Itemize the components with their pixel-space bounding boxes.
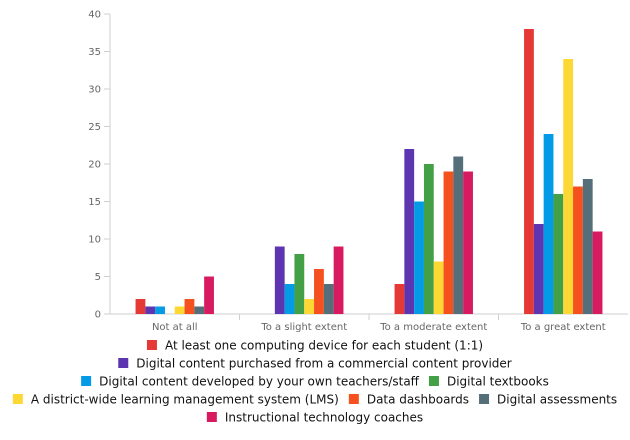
y-tick-label: 35 <box>88 47 101 58</box>
x-ticks: Not at all To a slight extent To a moderat… <box>152 314 606 333</box>
legend-swatch <box>81 376 92 386</box>
bar: Digital assessments — To a slight extent… <box>323 284 334 314</box>
legend-label: Data dashboards <box>367 393 469 407</box>
legend-label: A district-wide learning management syst… <box>31 393 339 407</box>
y-tick-label: 15 <box>88 197 101 208</box>
bars: At least one computing device for each s… <box>135 29 603 314</box>
x-tick-label: To a slight extent <box>260 322 347 333</box>
legend-label: Digital content purchased from a commerc… <box>136 357 512 371</box>
bar: Data dashboards — To a moderate extent: … <box>443 171 454 314</box>
y-ticks: 0 5 10 15 20 25 30 35 40 <box>88 10 110 321</box>
legend-swatch <box>206 412 217 422</box>
legend-item[interactable]: At least one computing device for each s… <box>146 339 483 353</box>
bar: A district-wide learning management syst… <box>174 306 185 314</box>
bar: Instructional technology coaches — To a … <box>463 171 473 314</box>
legend-item[interactable]: Digital textbooks <box>428 375 549 389</box>
y-tick-label: 25 <box>88 122 101 133</box>
bar: Instructional technology coaches — To a … <box>333 246 344 314</box>
bar: Digital content purchased from a commerc… <box>533 224 544 314</box>
legend-item[interactable]: Digital assessments <box>479 393 617 407</box>
bar: At least one computing device for each s… <box>394 284 405 314</box>
legend-label: Digital content developed by your own te… <box>99 375 420 389</box>
bar: Digital textbooks — To a moderate extent… <box>423 164 434 314</box>
y-tick-label: 40 <box>88 10 101 21</box>
legend-item[interactable]: Digital content purchased from a commerc… <box>118 357 512 371</box>
legend-swatch <box>146 340 157 350</box>
bar: Digital assessments — To a moderate exte… <box>453 156 464 314</box>
bar: Data dashboards — To a slight extent: 6 <box>314 269 324 314</box>
bar: Instructional technology coaches — Not a… <box>204 276 214 314</box>
bar: Data dashboards — To a great extent: 17 <box>573 186 583 314</box>
bar: Digital assessments — To a great extent:… <box>582 179 593 314</box>
legend-item[interactable]: Digital content developed by your own te… <box>81 375 420 389</box>
bar: Digital assessments — Not at all: 1 <box>194 306 205 314</box>
y-tick-label: 10 <box>88 235 101 246</box>
legend-item[interactable]: Instructional technology coaches <box>206 411 423 425</box>
legend-swatch <box>12 394 23 404</box>
bar: Digital textbooks — To a slight extent: … <box>294 254 305 314</box>
bar: Digital content developed by your own te… <box>284 284 295 314</box>
legend: At least one computing device for each s… <box>12 339 617 425</box>
bar: A district-wide learning management syst… <box>433 261 444 314</box>
legend-label: Digital assessments <box>497 393 617 407</box>
bar: Data dashboards — Not at all: 2 <box>184 299 195 314</box>
bar: Digital content developed by your own te… <box>155 306 165 314</box>
legend-swatch <box>479 394 490 404</box>
y-tick-label: 0 <box>95 310 101 321</box>
bar: A district-wide learning management syst… <box>563 59 574 314</box>
legend-label: Instructional technology coaches <box>225 411 423 425</box>
bar: Instructional technology coaches — To a … <box>592 231 603 314</box>
bar: Digital content developed by your own te… <box>543 134 554 314</box>
x-tick-label: To a great extent <box>520 322 606 333</box>
legend-label: At least one computing device for each s… <box>165 339 483 353</box>
bar: Digital content purchased from a commerc… <box>145 306 156 314</box>
legend-swatch <box>118 358 129 368</box>
bar: At least one computing device for each s… <box>524 29 534 314</box>
y-tick-label: 5 <box>95 272 101 283</box>
bar: Digital textbooks — To a great extent: 1… <box>553 194 564 314</box>
legend-swatch <box>428 376 439 386</box>
legend-item[interactable]: A district-wide learning management syst… <box>12 393 339 407</box>
bar: At least one computing device for each s… <box>135 299 146 314</box>
bar: Digital content developed by your own te… <box>414 201 424 314</box>
y-tick-label: 20 <box>88 160 101 171</box>
legend-swatch <box>348 394 359 404</box>
bar: A district-wide learning management syst… <box>304 299 315 314</box>
x-tick-label: To a moderate extent <box>379 322 487 333</box>
legend-label: Digital textbooks <box>447 375 549 389</box>
legend-item[interactable]: Data dashboards <box>348 393 469 407</box>
y-tick-label: 30 <box>88 85 101 96</box>
bar: Digital content purchased from a commerc… <box>274 246 285 314</box>
bar: Digital content purchased from a commerc… <box>404 149 415 314</box>
x-tick-label: Not at all <box>152 322 198 333</box>
